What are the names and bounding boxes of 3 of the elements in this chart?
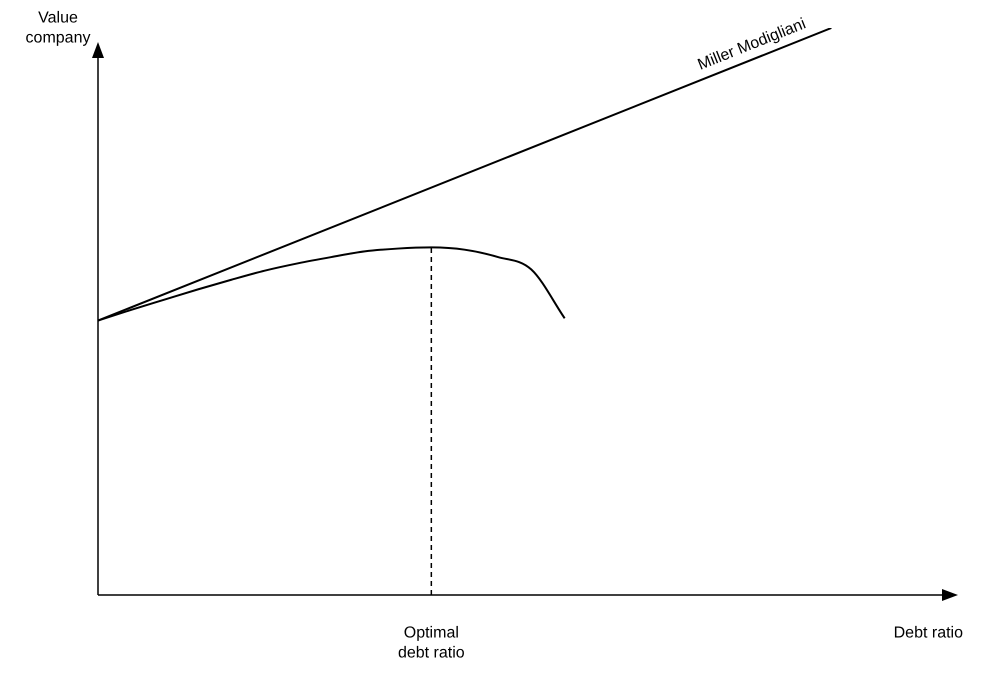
y-axis-title: Value company (26, 9, 90, 46)
text: Optimal debt ratio (398, 624, 465, 662)
x-axis-title: Debt ratio (894, 624, 964, 642)
